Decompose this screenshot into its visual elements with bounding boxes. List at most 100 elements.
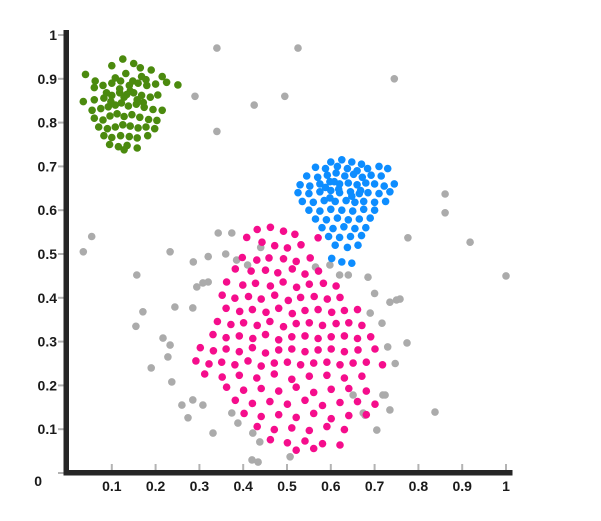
green-cluster-point — [120, 146, 128, 154]
pink-cluster-point — [244, 357, 252, 365]
blue-cluster-point — [359, 205, 368, 214]
pink-cluster-point — [332, 282, 340, 290]
blue-cluster-point — [356, 186, 365, 195]
pink-cluster-point — [292, 257, 301, 266]
pink-cluster-point — [274, 269, 282, 277]
blue-cluster-point — [380, 182, 389, 190]
gray-noise-point — [431, 408, 439, 416]
blue-cluster-point — [344, 179, 353, 187]
x-tick-label: 0.3 — [190, 478, 210, 494]
gray-noise-point — [79, 248, 88, 256]
pink-cluster-point — [323, 295, 332, 303]
gray-noise-point — [228, 229, 236, 237]
pink-cluster-point — [305, 319, 314, 327]
pink-cluster-point — [251, 279, 260, 288]
y-tick-mark — [58, 34, 64, 36]
green-cluster-point — [158, 106, 166, 115]
y-axis-spine — [63, 30, 69, 476]
gray-noise-point — [209, 429, 217, 437]
gray-noise-point — [249, 429, 257, 437]
pink-cluster-point — [283, 244, 292, 252]
pink-cluster-point — [314, 305, 322, 314]
pink-cluster-point — [240, 409, 248, 418]
blue-cluster-point — [366, 214, 375, 222]
pink-cluster-point — [314, 334, 322, 343]
green-cluster-point — [119, 121, 127, 129]
blue-cluster-point — [348, 207, 357, 215]
pink-cluster-point — [336, 361, 344, 369]
pink-cluster-point — [262, 308, 270, 317]
blue-cluster-point — [335, 233, 344, 242]
gray-noise-point — [204, 252, 212, 261]
pink-cluster-point — [292, 446, 301, 455]
gray-noise-point — [168, 378, 176, 386]
axis-ticks — [58, 34, 507, 474]
pink-cluster-point — [288, 345, 296, 353]
pink-cluster-point — [266, 223, 275, 232]
blue-cluster-point — [383, 164, 392, 173]
pink-cluster-point — [309, 409, 318, 418]
blue-cluster-point — [338, 156, 346, 164]
gray-noise-point — [189, 258, 198, 266]
pink-cluster-point — [252, 374, 261, 382]
x-tick-label: 0.4 — [233, 478, 253, 494]
y-tick-label: 0.1 — [38, 421, 58, 437]
pink-cluster-point — [323, 371, 331, 380]
pink-cluster-point — [239, 319, 248, 327]
green-cluster-point — [139, 98, 148, 107]
pink-cluster-point — [266, 282, 275, 290]
gray-noise-point — [189, 304, 197, 312]
y-tick-mark — [58, 165, 64, 168]
pink-cluster-point — [362, 387, 371, 395]
series-gray-noise — [79, 44, 510, 466]
pink-cluster-point — [291, 230, 299, 239]
pink-cluster-point — [231, 396, 240, 405]
gray-noise-point — [139, 308, 147, 316]
blue-cluster-point — [343, 164, 352, 173]
pink-cluster-point — [354, 346, 362, 354]
blue-cluster-point — [306, 182, 314, 190]
blue-cluster-point — [377, 172, 386, 180]
green-cluster-point — [111, 74, 120, 82]
gray-noise-point — [396, 295, 404, 303]
green-cluster-point — [108, 61, 116, 70]
blue-cluster-point — [320, 196, 329, 205]
gray-noise-point — [189, 396, 197, 404]
pink-cluster-point — [231, 265, 240, 273]
blue-cluster-point — [364, 188, 372, 197]
green-cluster-point — [107, 97, 115, 106]
green-cluster-point — [99, 81, 107, 90]
blue-cluster-point — [355, 215, 364, 223]
pink-cluster-point — [314, 234, 322, 242]
blue-cluster-point — [370, 206, 379, 214]
gray-noise-point — [221, 250, 230, 258]
pink-cluster-point — [266, 397, 274, 406]
pink-cluster-point — [292, 319, 301, 328]
pink-cluster-point — [261, 266, 270, 275]
blue-cluster-point — [362, 179, 370, 187]
blue-cluster-point — [357, 231, 366, 240]
gray-noise-point — [147, 364, 155, 372]
pink-cluster-point — [244, 292, 253, 301]
pink-cluster-point — [301, 306, 309, 315]
blue-cluster-point — [298, 197, 307, 206]
x-tick-mark — [373, 464, 376, 470]
gray-noise-point — [466, 238, 474, 246]
pink-cluster-point — [192, 357, 200, 365]
x-tick-label: 0.2 — [146, 478, 166, 494]
green-cluster-point — [99, 116, 107, 124]
x-tick-mark — [242, 464, 245, 470]
gray-noise-point — [373, 426, 381, 434]
blue-cluster-point — [327, 158, 335, 166]
green-cluster-point — [79, 97, 88, 106]
pink-cluster-point — [218, 291, 226, 300]
pink-cluster-point — [345, 319, 353, 327]
pink-cluster-point — [296, 361, 305, 369]
blue-cluster-point — [326, 194, 334, 202]
pink-cluster-point — [231, 361, 239, 369]
gray-noise-point — [349, 391, 357, 399]
pink-cluster-point — [301, 396, 309, 405]
blue-cluster-point — [357, 160, 366, 168]
pink-cluster-point — [318, 401, 327, 410]
